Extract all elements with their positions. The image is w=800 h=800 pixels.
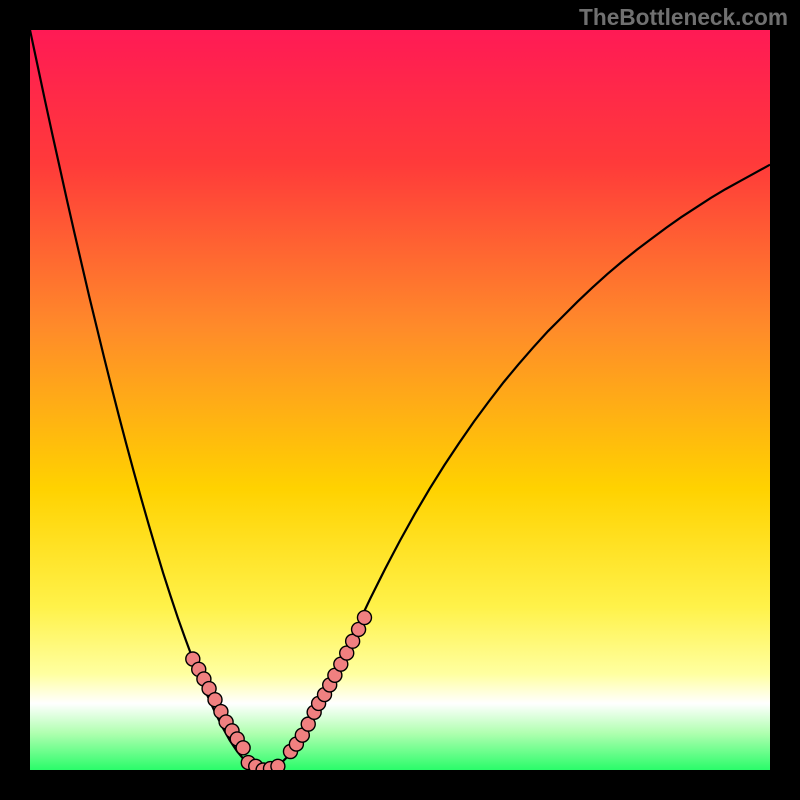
background-gradient-rect [30, 30, 770, 770]
marker-dot [271, 759, 285, 770]
marker-dot [236, 741, 250, 755]
plot-area [30, 30, 770, 770]
chart-svg [30, 30, 770, 770]
marker-dot [357, 611, 371, 625]
watermark-text: TheBottleneck.com [579, 4, 788, 31]
